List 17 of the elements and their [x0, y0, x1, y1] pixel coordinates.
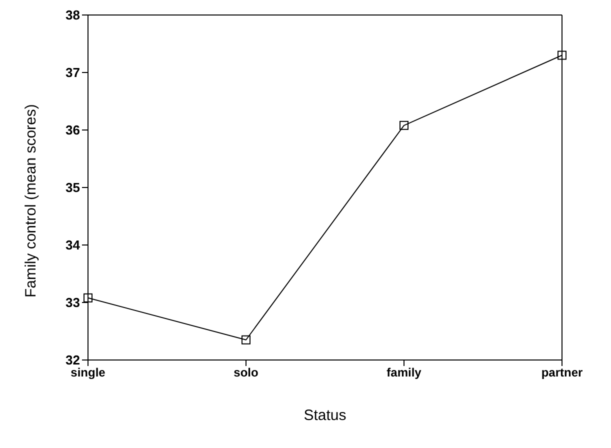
x-axis-title: Status [304, 407, 346, 424]
point [558, 50, 566, 60]
x-tick-label: single [70, 366, 106, 380]
x-tick-label: solo [234, 366, 258, 380]
point [400, 120, 408, 130]
y-tick-label: 36 [66, 122, 80, 138]
point [84, 293, 92, 302]
y-tick-label: 38 [66, 8, 80, 23]
y-tick-label: 33 [66, 295, 80, 310]
y-tick-label: 34 [66, 238, 81, 253]
x-tick-label: partner [541, 366, 583, 380]
y-tick-label: 37 [66, 65, 80, 80]
x-tick-label: family [386, 366, 422, 380]
point [242, 335, 250, 344]
y-tick-label: 32 [66, 352, 80, 368]
y-axis-title: Family control (mean scores) [22, 104, 40, 298]
y-tick-label: 35 [66, 180, 80, 196]
